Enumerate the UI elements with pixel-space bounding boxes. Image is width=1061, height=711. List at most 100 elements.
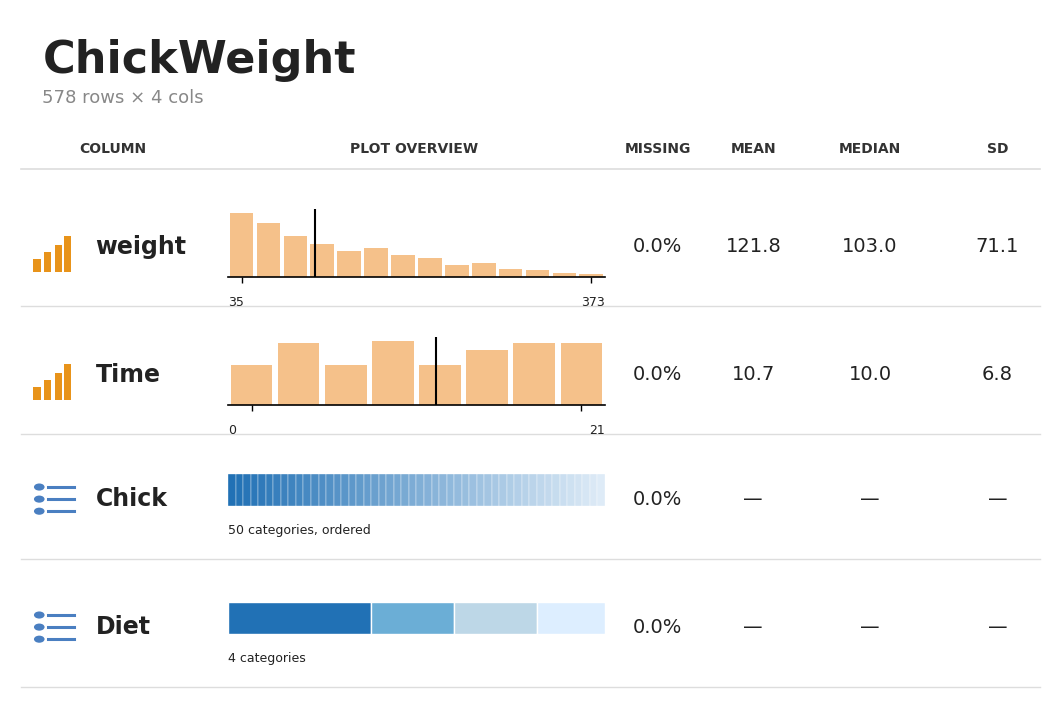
- Text: MEAN: MEAN: [730, 142, 777, 156]
- Bar: [356, 474, 364, 506]
- Circle shape: [34, 483, 45, 491]
- Text: 35: 35: [228, 296, 244, 309]
- Bar: [386, 474, 394, 506]
- Bar: [231, 365, 273, 405]
- Text: 50 categories, ordered: 50 categories, ordered: [228, 524, 371, 537]
- Text: 0.0%: 0.0%: [633, 365, 682, 384]
- Text: PLOT OVERVIEW: PLOT OVERVIEW: [350, 142, 477, 156]
- Bar: [445, 264, 469, 277]
- Bar: [514, 343, 555, 405]
- Circle shape: [34, 496, 45, 503]
- Bar: [567, 474, 575, 506]
- Bar: [579, 274, 603, 277]
- Text: 103.0: 103.0: [842, 237, 898, 256]
- Text: —: —: [860, 490, 880, 508]
- Text: COLUMN: COLUMN: [80, 142, 146, 156]
- Text: —: —: [988, 618, 1007, 636]
- Bar: [258, 474, 265, 506]
- Bar: [311, 245, 334, 277]
- Bar: [230, 213, 254, 277]
- Bar: [575, 474, 582, 506]
- Bar: [364, 474, 371, 506]
- Bar: [454, 474, 462, 506]
- Bar: [553, 273, 576, 277]
- Bar: [500, 474, 507, 506]
- Bar: [419, 365, 460, 405]
- Bar: [499, 269, 522, 277]
- Bar: [515, 474, 522, 506]
- Bar: [416, 474, 424, 506]
- Bar: [228, 474, 236, 506]
- Text: 0.0%: 0.0%: [633, 618, 682, 636]
- Bar: [278, 343, 319, 405]
- Bar: [333, 474, 341, 506]
- Text: 10.7: 10.7: [732, 365, 775, 384]
- Bar: [250, 474, 258, 506]
- Bar: [45, 380, 51, 400]
- Text: Diet: Diet: [95, 615, 151, 639]
- Bar: [559, 474, 567, 506]
- Bar: [467, 350, 508, 405]
- Bar: [418, 258, 441, 277]
- Bar: [582, 474, 590, 506]
- Bar: [462, 474, 469, 506]
- Text: 10.0: 10.0: [849, 365, 891, 384]
- Bar: [296, 474, 303, 506]
- Text: —: —: [988, 490, 1007, 508]
- Text: —: —: [860, 618, 880, 636]
- Bar: [529, 474, 537, 506]
- Text: ChickWeight: ChickWeight: [42, 39, 355, 82]
- Bar: [424, 474, 432, 506]
- Bar: [349, 474, 356, 506]
- Text: Time: Time: [95, 363, 160, 387]
- Bar: [522, 474, 529, 506]
- Bar: [265, 474, 274, 506]
- Text: 373: 373: [581, 296, 605, 309]
- Text: Chick: Chick: [95, 487, 168, 511]
- Text: —: —: [744, 618, 763, 636]
- Text: SD: SD: [987, 142, 1008, 156]
- Bar: [597, 474, 605, 506]
- Bar: [491, 474, 500, 506]
- Bar: [454, 602, 537, 634]
- Bar: [341, 474, 349, 506]
- Bar: [34, 259, 40, 272]
- Bar: [544, 474, 552, 506]
- Bar: [472, 263, 495, 277]
- Bar: [590, 474, 597, 506]
- Text: 6.8: 6.8: [981, 365, 1013, 384]
- Text: 121.8: 121.8: [726, 237, 781, 256]
- Text: —: —: [744, 490, 763, 508]
- Bar: [281, 474, 289, 506]
- Bar: [371, 602, 454, 634]
- Text: MEDIAN: MEDIAN: [839, 142, 901, 156]
- Bar: [243, 474, 250, 506]
- Bar: [364, 248, 388, 277]
- Bar: [447, 474, 454, 506]
- Bar: [236, 474, 243, 506]
- Text: 71.1: 71.1: [976, 237, 1019, 256]
- Text: 578 rows × 4 cols: 578 rows × 4 cols: [42, 89, 204, 107]
- Circle shape: [34, 611, 45, 619]
- Bar: [507, 474, 515, 506]
- Circle shape: [34, 508, 45, 515]
- Bar: [283, 236, 308, 277]
- Text: 4 categories: 4 categories: [228, 652, 306, 665]
- Bar: [326, 474, 333, 506]
- Bar: [484, 474, 492, 506]
- Bar: [274, 474, 281, 506]
- Bar: [45, 252, 51, 272]
- Bar: [408, 474, 416, 506]
- Bar: [311, 474, 318, 506]
- Bar: [560, 343, 602, 405]
- Circle shape: [34, 636, 45, 643]
- Circle shape: [34, 624, 45, 631]
- Bar: [55, 373, 62, 400]
- Bar: [537, 474, 544, 506]
- Bar: [469, 474, 476, 506]
- Bar: [55, 245, 62, 272]
- Bar: [325, 365, 366, 405]
- Bar: [34, 387, 40, 400]
- Text: 0.0%: 0.0%: [633, 490, 682, 508]
- Bar: [394, 474, 401, 506]
